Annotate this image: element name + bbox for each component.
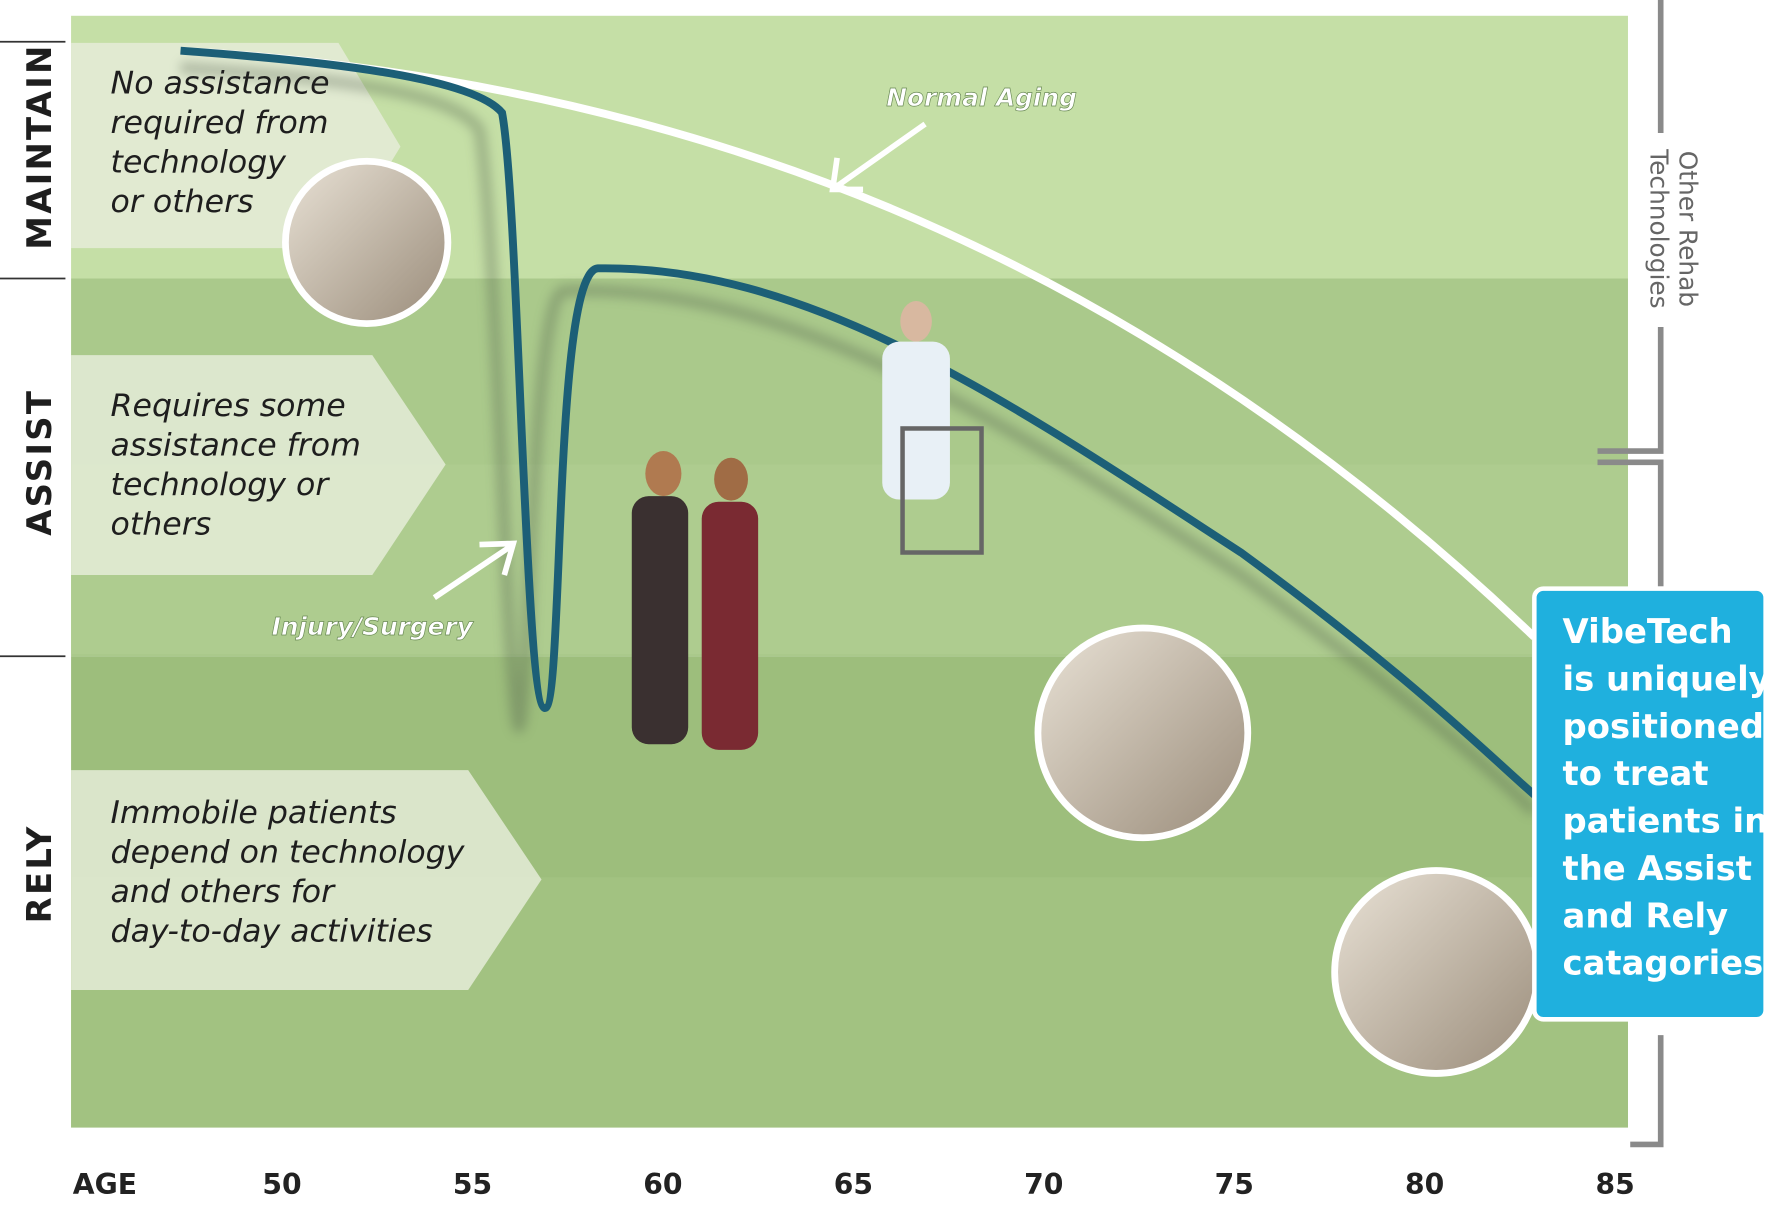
callout-line: positioned [1563,707,1764,746]
description-line: assistance from [111,428,361,464]
side-label: ASSIST [20,389,59,536]
callout-line: VibeTech [1563,612,1733,651]
axis-tick: 70 [1024,1168,1063,1201]
side-label: MAINTAIN [20,43,59,249]
axis-tick: 80 [1405,1168,1444,1201]
photo [1335,870,1538,1073]
axis-tick: 50 [262,1168,301,1201]
axis-tick: 55 [453,1168,492,1201]
page: MAINTAIN ASSIST RELY No assistancerequired … [0,0,1769,1211]
callout-line: to treat [1563,754,1709,793]
axis-tick: 85 [1595,1168,1634,1201]
photo [1038,628,1248,838]
callout-line: is uniquely [1563,660,1769,699]
side-label: RELY [20,824,59,923]
description-line: Immobile patients [111,795,397,831]
description-line: day-to-day activities [111,913,433,949]
description-line: depend on technology [111,835,466,871]
bracket-label: Other Rehab [1674,151,1703,307]
description-line: or others [111,184,254,220]
callout-line: and Rely [1563,896,1729,935]
description-line: others [111,506,212,542]
callout-line: catagories [1563,944,1764,983]
description-line: and others for [111,874,337,910]
axis-tick: 65 [834,1168,873,1201]
diagram: MAINTAIN ASSIST RELY No assistancerequired … [0,0,1769,1211]
description-line: Requires some [111,388,346,424]
annotation: Injury/Surgery [272,612,475,641]
annotation: Normal Aging [886,83,1077,112]
callout-line: the Assist [1563,849,1752,888]
axis-label: AGE [73,1168,137,1201]
axis-tick: 60 [643,1168,682,1201]
description-line: technology or [111,467,331,503]
description-line: No assistance [111,66,330,102]
description-line: required from [111,105,329,141]
bracket-label: Technologies [1644,148,1673,308]
photo [285,161,447,323]
axis-tick: 75 [1215,1168,1254,1201]
description-line: technology [111,145,288,181]
callout-line: patients in [1563,802,1769,841]
